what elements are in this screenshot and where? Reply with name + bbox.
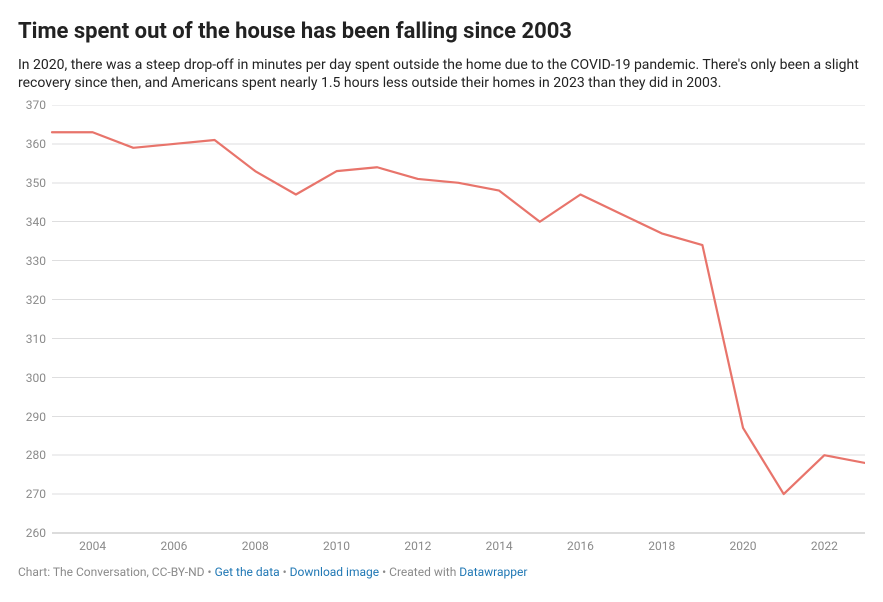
x-tick-label: 2006 [160,539,187,553]
datawrapper-link[interactable]: Datawrapper [459,565,527,579]
x-tick-label: 2016 [567,539,594,553]
y-tick-label: 260 [18,526,46,540]
x-tick-label: 2008 [242,539,269,553]
y-tick-label: 320 [18,293,46,307]
y-tick-label: 310 [18,332,46,346]
x-tick-label: 2012 [404,539,431,553]
y-tick-label: 290 [18,410,46,424]
footer-attribution: Chart: The Conversation, CC-BY-ND [18,565,205,579]
y-tick-label: 350 [18,176,46,190]
chart-title: Time spent out of the house has been fal… [18,18,865,46]
x-tick-label: 2022 [811,539,838,553]
get-data-link[interactable]: Get the data [215,565,280,579]
y-tick-label: 280 [18,448,46,462]
y-tick-label: 270 [18,487,46,501]
footer-created-with: Created with [389,565,456,579]
x-tick-label: 2018 [648,539,675,553]
chart-svg [18,105,865,557]
chart-subtitle: In 2020, there was a steep drop-off in m… [18,56,865,94]
x-tick-label: 2010 [323,539,350,553]
x-tick-label: 2004 [79,539,106,553]
y-tick-label: 330 [18,254,46,268]
chart-area: 260270280290300310320330340350360370 200… [18,105,865,557]
x-tick-label: 2020 [730,539,757,553]
chart-footer: Chart: The Conversation, CC-BY-ND Get th… [18,565,865,579]
y-tick-label: 360 [18,137,46,151]
y-tick-label: 300 [18,371,46,385]
y-tick-label: 340 [18,215,46,229]
y-tick-label: 370 [18,98,46,112]
x-tick-label: 2014 [486,539,513,553]
download-image-link[interactable]: Download image [290,565,379,579]
